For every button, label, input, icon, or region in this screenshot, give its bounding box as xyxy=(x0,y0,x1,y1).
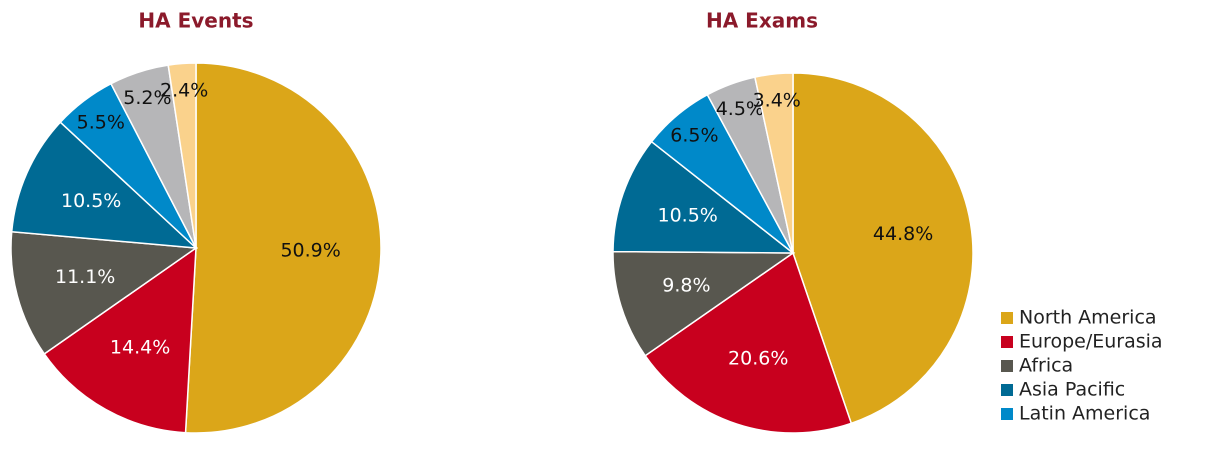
data-label: 5.2% xyxy=(123,87,171,109)
data-label: 14.4% xyxy=(110,337,170,359)
legend-swatch xyxy=(1001,336,1013,348)
data-label: 11.1% xyxy=(55,266,115,288)
legend-label: Europe/Eurasia xyxy=(1019,331,1163,353)
legend-label: North America xyxy=(1019,307,1157,329)
data-label: 10.5% xyxy=(658,205,718,227)
legend-swatch xyxy=(1001,408,1013,420)
legend-swatch xyxy=(1001,360,1013,372)
data-label: 3.4% xyxy=(753,89,801,111)
legend-label: Asia Pacific xyxy=(1019,379,1125,401)
pie-slice xyxy=(167,62,197,249)
data-label: 6.5% xyxy=(670,124,718,146)
pie-slice xyxy=(612,250,796,357)
data-label: 9.8% xyxy=(662,274,710,296)
pie-slice xyxy=(10,121,199,249)
data-label: 20.6% xyxy=(728,348,788,370)
pie-slice xyxy=(644,251,853,434)
legend-swatch xyxy=(1001,384,1013,396)
pie-slice xyxy=(43,246,197,434)
data-label: 10.5% xyxy=(61,190,121,212)
legend-label: Africa xyxy=(1019,355,1073,377)
pie-slice xyxy=(753,72,794,254)
data-label: 5.5% xyxy=(77,111,125,133)
data-label: 50.9% xyxy=(280,240,340,262)
chart-title: HA Events xyxy=(138,9,253,33)
pie-slice xyxy=(792,72,974,425)
data-label: 44.8% xyxy=(873,223,933,245)
legend-swatch xyxy=(1001,312,1013,324)
pie-slice xyxy=(10,230,199,355)
legend-label: Latin America xyxy=(1019,403,1150,425)
data-label: 2.4% xyxy=(160,80,208,102)
data-label: 4.5% xyxy=(716,98,764,120)
pie-slice xyxy=(184,62,382,434)
pie-slice xyxy=(612,140,796,254)
chart-title: HA Exams xyxy=(706,9,818,33)
